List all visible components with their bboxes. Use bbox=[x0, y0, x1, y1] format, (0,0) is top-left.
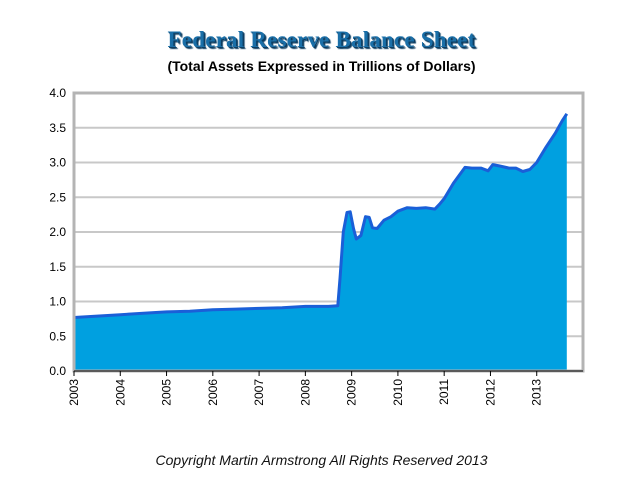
x-tick-label: 2007 bbox=[252, 379, 266, 406]
x-tick-label: 2009 bbox=[345, 379, 359, 406]
chart-title: Federal Reserve Balance Sheet bbox=[167, 27, 476, 52]
y-tick-label: 1.0 bbox=[49, 295, 66, 309]
copyright-notice: Copyright Martin Armstrong All Rights Re… bbox=[155, 452, 488, 468]
x-tick-label: 2011 bbox=[437, 379, 451, 405]
x-tick-label: 2013 bbox=[530, 379, 544, 406]
y-tick-label: 2.0 bbox=[49, 225, 66, 239]
x-tick-label: 2006 bbox=[206, 379, 220, 406]
y-tick-label: 2.5 bbox=[49, 190, 66, 204]
x-tick-label: 2012 bbox=[484, 379, 498, 406]
series-line bbox=[73, 112, 569, 319]
y-tick-label: 3.5 bbox=[49, 121, 66, 135]
series-area bbox=[74, 113, 567, 372]
y-tick-label: 1.5 bbox=[49, 260, 66, 274]
y-tick-label: 4.0 bbox=[49, 86, 66, 100]
y-tick-label: 3.0 bbox=[49, 156, 66, 170]
x-tick-label: 2008 bbox=[298, 379, 312, 406]
y-tick-label: 0.0 bbox=[49, 364, 66, 378]
y-tick-label: 0.5 bbox=[49, 329, 66, 343]
x-tick-label: 2010 bbox=[391, 379, 405, 406]
x-tick-label: 2003 bbox=[67, 379, 81, 406]
chart-subtitle: (Total Assets Expressed in Trillions of … bbox=[167, 58, 476, 74]
x-tick-label: 2004 bbox=[113, 379, 127, 406]
x-tick-label: 2005 bbox=[160, 379, 174, 406]
